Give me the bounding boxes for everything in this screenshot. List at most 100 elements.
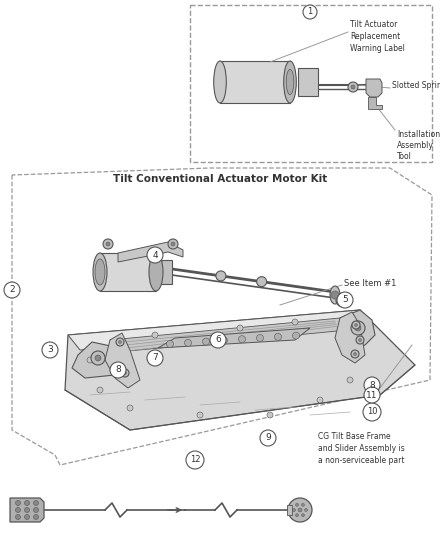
Polygon shape: [368, 97, 382, 109]
Ellipse shape: [286, 69, 294, 94]
Circle shape: [257, 276, 267, 286]
Circle shape: [216, 271, 226, 281]
Circle shape: [267, 412, 273, 418]
Bar: [156, 260, 172, 284]
Circle shape: [33, 501, 39, 506]
Polygon shape: [10, 498, 44, 522]
Polygon shape: [366, 79, 382, 97]
Text: 4: 4: [152, 250, 158, 260]
Circle shape: [363, 403, 381, 421]
Polygon shape: [110, 318, 348, 352]
Text: 8: 8: [369, 381, 375, 390]
Circle shape: [336, 293, 350, 307]
Circle shape: [147, 350, 163, 366]
Circle shape: [337, 292, 353, 308]
Circle shape: [103, 239, 113, 249]
Circle shape: [353, 352, 356, 356]
Text: Tilt Conventional Actuator Motor Kit: Tilt Conventional Actuator Motor Kit: [113, 174, 327, 184]
Ellipse shape: [214, 61, 226, 103]
Polygon shape: [118, 242, 183, 262]
Circle shape: [95, 355, 101, 361]
Circle shape: [184, 339, 191, 346]
Circle shape: [275, 334, 282, 340]
Circle shape: [347, 377, 353, 383]
Polygon shape: [72, 342, 125, 378]
Bar: [100, 253, 156, 291]
Text: 9: 9: [265, 433, 271, 442]
Polygon shape: [65, 310, 415, 430]
Circle shape: [351, 350, 359, 358]
Text: 8: 8: [115, 366, 121, 375]
Text: 7: 7: [152, 354, 158, 362]
Circle shape: [298, 508, 302, 512]
Circle shape: [25, 501, 29, 506]
Text: 6: 6: [215, 336, 221, 345]
Circle shape: [25, 507, 29, 512]
Circle shape: [356, 336, 364, 344]
Bar: [220, 61, 290, 103]
Circle shape: [42, 342, 58, 358]
Circle shape: [238, 336, 246, 342]
Polygon shape: [68, 310, 370, 350]
Text: CG Tilt Base Frame
and Slider Assembly is
a non-serviceable part: CG Tilt Base Frame and Slider Assembly i…: [318, 432, 405, 465]
Circle shape: [110, 362, 126, 378]
Text: Slotted Spring Pin: Slotted Spring Pin: [392, 82, 440, 90]
Circle shape: [355, 325, 361, 331]
Polygon shape: [338, 310, 375, 348]
Circle shape: [364, 377, 380, 393]
Circle shape: [359, 339, 362, 341]
Polygon shape: [158, 328, 310, 348]
Circle shape: [293, 332, 300, 339]
Circle shape: [106, 242, 110, 246]
Circle shape: [260, 430, 276, 446]
Text: Tilt Actuator
Replacement
Warning Label: Tilt Actuator Replacement Warning Label: [350, 20, 405, 53]
Circle shape: [220, 337, 227, 344]
Circle shape: [301, 503, 304, 506]
Circle shape: [33, 514, 39, 519]
Ellipse shape: [149, 253, 163, 291]
Circle shape: [257, 335, 264, 341]
Circle shape: [15, 501, 21, 506]
Text: Installation
Assembly
Tool: Installation Assembly Tool: [397, 130, 440, 161]
Text: 3: 3: [47, 346, 53, 355]
Circle shape: [351, 85, 355, 89]
Circle shape: [166, 341, 173, 347]
Bar: [190, 5, 432, 162]
Circle shape: [15, 507, 21, 512]
Circle shape: [210, 332, 226, 348]
Circle shape: [116, 338, 124, 346]
Bar: [287, 505, 292, 515]
Circle shape: [91, 351, 105, 365]
Circle shape: [87, 357, 93, 363]
Circle shape: [293, 508, 296, 512]
Circle shape: [288, 498, 312, 522]
Ellipse shape: [93, 253, 107, 291]
Circle shape: [168, 239, 178, 249]
Circle shape: [124, 371, 127, 375]
Circle shape: [296, 514, 298, 517]
Circle shape: [237, 325, 243, 331]
Text: 10: 10: [367, 407, 377, 416]
Circle shape: [25, 514, 29, 519]
Circle shape: [171, 242, 175, 246]
Circle shape: [301, 514, 304, 517]
Text: 1: 1: [308, 8, 313, 17]
Circle shape: [186, 451, 204, 469]
Circle shape: [304, 508, 308, 512]
Circle shape: [118, 341, 121, 344]
Ellipse shape: [284, 61, 296, 103]
Ellipse shape: [95, 259, 105, 285]
Circle shape: [33, 507, 39, 512]
Circle shape: [340, 297, 346, 303]
Text: 2: 2: [9, 285, 15, 295]
Circle shape: [202, 338, 209, 345]
Circle shape: [352, 321, 360, 329]
Circle shape: [303, 5, 317, 19]
Circle shape: [355, 324, 357, 326]
Polygon shape: [335, 312, 365, 363]
Circle shape: [317, 397, 323, 403]
Text: 12: 12: [190, 456, 200, 465]
Circle shape: [348, 82, 358, 92]
Circle shape: [147, 247, 163, 263]
Circle shape: [292, 319, 298, 325]
